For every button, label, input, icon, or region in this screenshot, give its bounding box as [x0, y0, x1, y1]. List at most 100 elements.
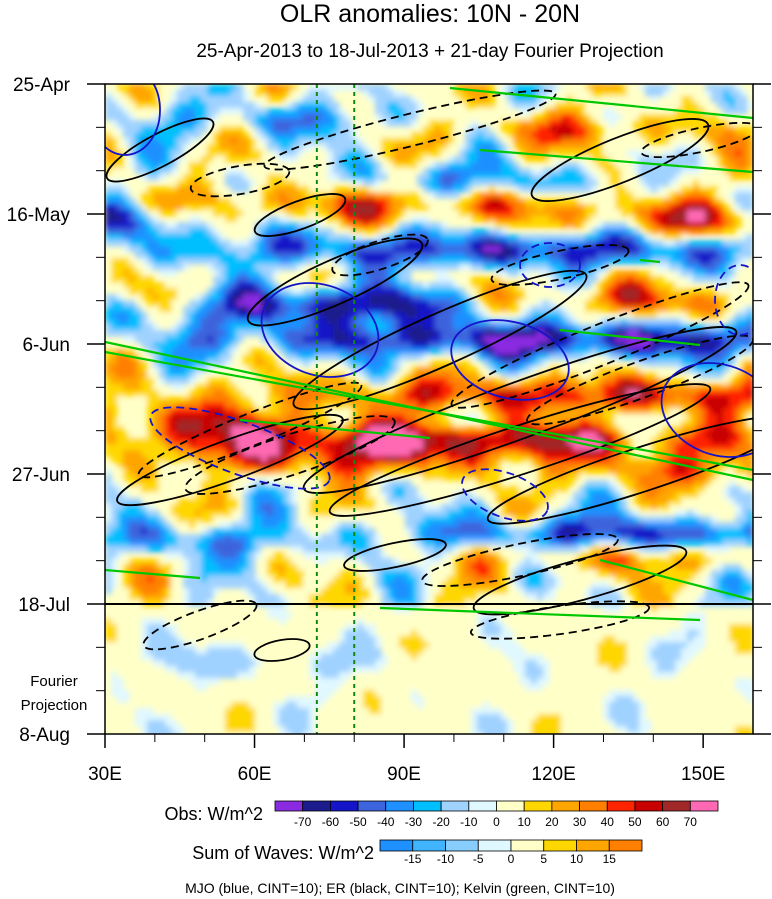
olr-cell — [189, 156, 196, 163]
olr-cell — [423, 180, 430, 187]
olr-cell — [561, 342, 568, 349]
olr-cell — [345, 288, 352, 295]
olr-cell — [375, 138, 382, 145]
olr-cell — [471, 348, 478, 355]
olr-cell — [237, 270, 244, 277]
olr-cell — [387, 90, 394, 97]
olr-cell — [273, 330, 280, 337]
olr-cell — [741, 330, 748, 337]
olr-cell — [723, 264, 730, 271]
olr-cell — [321, 384, 328, 391]
olr-cell — [609, 366, 616, 373]
olr-cell — [327, 264, 334, 271]
olr-cell — [147, 414, 154, 421]
olr-cell — [159, 378, 166, 385]
olr-cell — [723, 312, 730, 319]
olr-cell — [441, 240, 448, 247]
olr-cell — [285, 108, 292, 115]
olr-cell — [117, 282, 124, 289]
olr-cell — [153, 204, 160, 211]
olr-cell — [393, 108, 400, 115]
olr-cell — [291, 144, 298, 151]
olr-cell — [591, 240, 598, 247]
olr-cell — [483, 348, 490, 355]
olr-cell — [495, 414, 502, 421]
olr-cell — [135, 384, 142, 391]
olr-cell — [693, 192, 700, 199]
olr-cell — [453, 264, 460, 271]
olr-cell — [357, 240, 364, 247]
olr-cell — [489, 294, 496, 301]
olr-cell — [183, 258, 190, 265]
olr-cell — [597, 372, 604, 379]
olr-cell — [609, 258, 616, 265]
olr-cell — [399, 384, 406, 391]
olr-cell — [387, 306, 394, 313]
olr-cell — [117, 372, 124, 379]
olr-cell — [489, 252, 496, 259]
olr-cell — [621, 168, 628, 175]
olr-cell — [519, 96, 526, 103]
olr-cell — [393, 168, 400, 175]
olr-cell — [537, 318, 544, 325]
olr-cell — [591, 264, 598, 271]
olr-cell — [453, 330, 460, 337]
olr-cell — [681, 216, 688, 223]
olr-cell — [555, 312, 562, 319]
olr-cell — [651, 120, 658, 127]
olr-cell — [231, 198, 238, 205]
olr-cell — [225, 210, 232, 217]
olr-cell — [501, 162, 508, 169]
olr-cell — [585, 342, 592, 349]
olr-cell — [465, 186, 472, 193]
olr-cell — [693, 252, 700, 259]
olr-cell — [309, 276, 316, 283]
olr-cell — [591, 216, 598, 223]
olr-cell — [279, 366, 286, 373]
olr-cell — [621, 288, 628, 295]
olr-cell — [573, 114, 580, 121]
olr-cell — [165, 246, 172, 253]
olr-cell — [279, 234, 286, 241]
olr-cell — [741, 318, 748, 325]
olr-cell — [639, 300, 646, 307]
olr-cell — [459, 168, 466, 175]
olr-cell — [369, 186, 376, 193]
olr-cell — [465, 360, 472, 367]
olr-cell — [615, 300, 622, 307]
olr-cell — [285, 150, 292, 157]
olr-cell — [471, 90, 478, 97]
olr-cell — [447, 126, 454, 133]
olr-cell — [333, 120, 340, 127]
olr-cell — [663, 378, 670, 385]
olr-cell — [579, 114, 586, 121]
olr-cell — [471, 126, 478, 133]
olr-cell — [555, 384, 562, 391]
olr-cell — [495, 402, 502, 409]
olr-cell — [591, 366, 598, 373]
olr-cell — [273, 384, 280, 391]
olr-cell — [279, 312, 286, 319]
olr-cell — [303, 126, 310, 133]
olr-cell — [663, 354, 670, 361]
olr-cell — [507, 168, 514, 175]
olr-cell — [435, 132, 442, 139]
olr-cell — [339, 120, 346, 127]
olr-cell — [249, 294, 256, 301]
olr-cell — [723, 96, 730, 103]
olr-cell — [213, 348, 220, 355]
olr-cell — [393, 264, 400, 271]
olr-cell — [171, 198, 178, 205]
olr-cell — [345, 264, 352, 271]
olr-cell — [237, 402, 244, 409]
olr-cell — [513, 144, 520, 151]
olr-cell — [519, 360, 526, 367]
olr-cell — [129, 306, 136, 313]
olr-cell — [663, 198, 670, 205]
olr-cell — [411, 246, 418, 253]
olr-cell — [597, 144, 604, 151]
olr-cell — [105, 102, 112, 109]
olr-cell — [711, 330, 718, 337]
olr-cell — [393, 282, 400, 289]
olr-cell — [291, 108, 298, 115]
